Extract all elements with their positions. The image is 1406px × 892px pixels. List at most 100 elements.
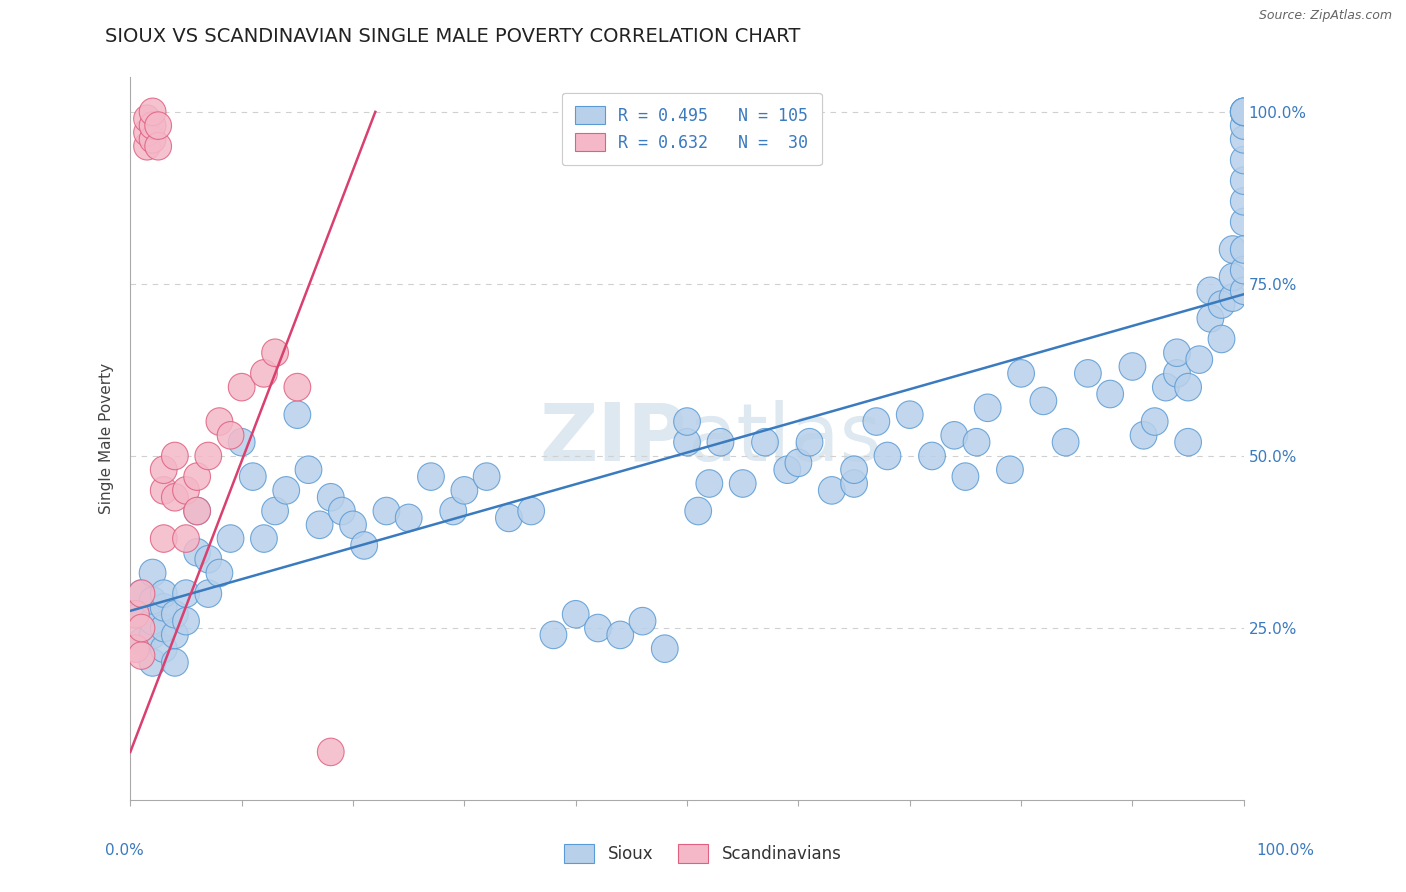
Ellipse shape — [184, 497, 211, 524]
Ellipse shape — [173, 524, 200, 552]
Ellipse shape — [474, 463, 501, 491]
Ellipse shape — [997, 456, 1024, 483]
Ellipse shape — [696, 470, 723, 497]
Ellipse shape — [134, 105, 160, 133]
Ellipse shape — [162, 600, 188, 628]
Ellipse shape — [150, 476, 177, 504]
Ellipse shape — [262, 339, 288, 367]
Ellipse shape — [128, 580, 155, 607]
Ellipse shape — [145, 112, 172, 139]
Ellipse shape — [785, 449, 811, 476]
Ellipse shape — [195, 545, 222, 573]
Ellipse shape — [1142, 408, 1168, 435]
Ellipse shape — [1074, 359, 1101, 387]
Ellipse shape — [1219, 263, 1246, 291]
Ellipse shape — [250, 359, 277, 387]
Ellipse shape — [1175, 428, 1202, 456]
Text: SIOUX VS SCANDINAVIAN SINGLE MALE POVERTY CORRELATION CHART: SIOUX VS SCANDINAVIAN SINGLE MALE POVERT… — [105, 27, 801, 45]
Ellipse shape — [495, 504, 522, 532]
Ellipse shape — [373, 497, 399, 524]
Ellipse shape — [1052, 428, 1078, 456]
Ellipse shape — [173, 607, 200, 635]
Ellipse shape — [162, 442, 188, 470]
Ellipse shape — [918, 442, 945, 470]
Ellipse shape — [195, 442, 222, 470]
Ellipse shape — [1230, 98, 1257, 126]
Ellipse shape — [150, 456, 177, 483]
Ellipse shape — [1230, 98, 1257, 126]
Text: 0.0%: 0.0% — [105, 843, 145, 858]
Ellipse shape — [228, 428, 254, 456]
Ellipse shape — [1230, 112, 1257, 139]
Ellipse shape — [1230, 235, 1257, 263]
Ellipse shape — [307, 511, 333, 539]
Ellipse shape — [1208, 291, 1234, 318]
Ellipse shape — [1097, 380, 1123, 408]
Ellipse shape — [685, 497, 711, 524]
Ellipse shape — [128, 628, 155, 656]
Ellipse shape — [585, 615, 612, 641]
Ellipse shape — [139, 559, 166, 587]
Text: Source: ZipAtlas.com: Source: ZipAtlas.com — [1258, 9, 1392, 22]
Ellipse shape — [284, 374, 311, 401]
Ellipse shape — [150, 635, 177, 663]
Legend: Sioux, Scandinavians: Sioux, Scandinavians — [553, 833, 853, 875]
Ellipse shape — [707, 428, 734, 456]
Ellipse shape — [350, 532, 378, 559]
Ellipse shape — [145, 133, 172, 160]
Ellipse shape — [150, 580, 177, 607]
Ellipse shape — [1230, 167, 1257, 194]
Ellipse shape — [1208, 326, 1234, 352]
Ellipse shape — [796, 428, 823, 456]
Ellipse shape — [963, 428, 990, 456]
Ellipse shape — [1031, 387, 1057, 415]
Ellipse shape — [139, 607, 166, 635]
Ellipse shape — [1230, 126, 1257, 153]
Ellipse shape — [207, 559, 233, 587]
Ellipse shape — [318, 739, 344, 765]
Y-axis label: Single Male Poverty: Single Male Poverty — [100, 363, 114, 515]
Ellipse shape — [134, 119, 160, 146]
Ellipse shape — [952, 463, 979, 491]
Ellipse shape — [540, 621, 567, 648]
Ellipse shape — [628, 607, 655, 635]
Ellipse shape — [1230, 187, 1257, 215]
Ellipse shape — [228, 374, 254, 401]
Ellipse shape — [607, 621, 634, 648]
Ellipse shape — [730, 470, 756, 497]
Ellipse shape — [239, 463, 266, 491]
Ellipse shape — [217, 524, 243, 552]
Ellipse shape — [974, 394, 1001, 422]
Ellipse shape — [1164, 339, 1191, 367]
Ellipse shape — [128, 580, 155, 607]
Ellipse shape — [122, 635, 149, 663]
Ellipse shape — [1185, 346, 1212, 374]
Ellipse shape — [184, 463, 211, 491]
Ellipse shape — [184, 539, 211, 566]
Ellipse shape — [128, 641, 155, 669]
Ellipse shape — [128, 615, 155, 641]
Ellipse shape — [122, 600, 149, 628]
Ellipse shape — [1008, 359, 1035, 387]
Ellipse shape — [173, 580, 200, 607]
Ellipse shape — [418, 463, 444, 491]
Ellipse shape — [150, 524, 177, 552]
Ellipse shape — [150, 593, 177, 621]
Legend: R = 0.495   N = 105, R = 0.632   N =  30: R = 0.495 N = 105, R = 0.632 N = 30 — [562, 93, 821, 165]
Ellipse shape — [207, 408, 233, 435]
Ellipse shape — [517, 497, 544, 524]
Ellipse shape — [184, 497, 211, 524]
Ellipse shape — [875, 442, 901, 470]
Ellipse shape — [139, 126, 166, 153]
Ellipse shape — [1164, 359, 1191, 387]
Ellipse shape — [284, 401, 311, 428]
Ellipse shape — [139, 648, 166, 676]
Ellipse shape — [673, 428, 700, 456]
Ellipse shape — [173, 476, 200, 504]
Ellipse shape — [818, 476, 845, 504]
Ellipse shape — [1119, 352, 1146, 380]
Ellipse shape — [1175, 374, 1202, 401]
Ellipse shape — [841, 470, 868, 497]
Text: ZIP: ZIP — [540, 400, 688, 478]
Ellipse shape — [134, 133, 160, 160]
